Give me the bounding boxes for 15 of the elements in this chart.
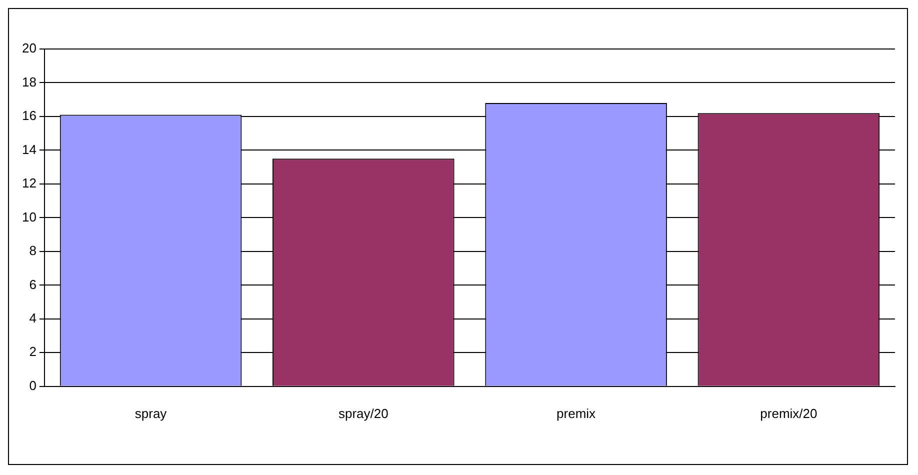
y-tick-label: 6 bbox=[29, 276, 36, 292]
y-tick-label: 18 bbox=[22, 74, 36, 90]
y-tick-label: 0 bbox=[29, 378, 36, 393]
x-tick-label: premix/20 bbox=[760, 406, 818, 421]
y-tick-label: 14 bbox=[22, 142, 36, 157]
y-tick-label: 10 bbox=[22, 209, 36, 224]
y-tick-label: 20 bbox=[22, 40, 36, 56]
y-tick-label: 16 bbox=[22, 108, 36, 124]
y-tick-label: 2 bbox=[29, 344, 36, 360]
y-tick-label: 4 bbox=[29, 310, 36, 326]
x-tick-label: spray bbox=[134, 406, 168, 421]
y-tick-label: 12 bbox=[22, 176, 36, 191]
x-tick-label: spray/20 bbox=[338, 406, 388, 421]
x-tick-label: premix bbox=[556, 406, 596, 421]
y-tick-label: 8 bbox=[29, 243, 36, 258]
